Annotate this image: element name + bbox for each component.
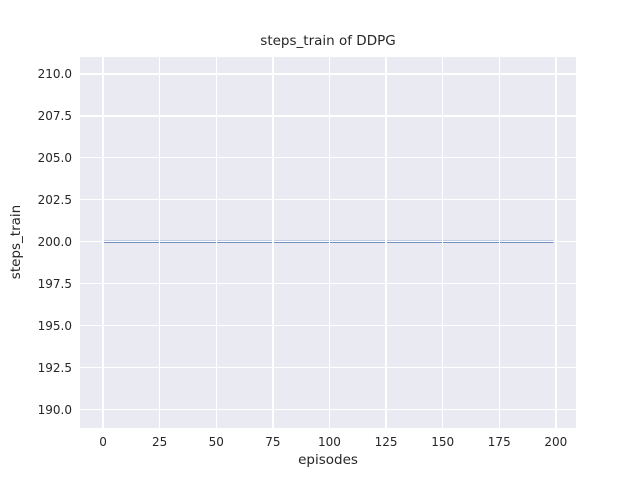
- x-axis-label: episodes: [298, 452, 358, 468]
- x-tick-label: 50: [208, 435, 224, 449]
- vertical-gridline: [272, 57, 274, 428]
- y-tick-label: 210.0: [37, 66, 72, 81]
- horizontal-gridline: [80, 324, 576, 327]
- y-tick-label: 190.0: [37, 402, 72, 417]
- chart-title: steps_train of DDPG: [260, 33, 396, 49]
- horizontal-gridline: [80, 408, 576, 411]
- horizontal-gridline: [80, 198, 576, 201]
- y-tick-label: 202.5: [37, 192, 72, 207]
- y-tick-label: 192.5: [37, 360, 72, 375]
- x-tick-label: 125: [374, 435, 398, 449]
- vertical-gridline: [441, 57, 444, 428]
- vertical-gridline: [498, 57, 500, 428]
- y-tick-label: 200.0: [37, 234, 72, 249]
- horizontal-gridline: [80, 366, 576, 369]
- horizontal-gridline: [80, 282, 576, 285]
- x-tick-label: 0: [99, 435, 107, 449]
- horizontal-gridline: [80, 115, 576, 117]
- plot-area: [80, 57, 576, 428]
- x-tick-label: 175: [487, 435, 511, 449]
- vertical-gridline: [328, 57, 331, 428]
- y-tick-label: 205.0: [37, 150, 72, 165]
- vertical-gridline: [215, 57, 218, 428]
- vertical-gridline: [158, 57, 161, 428]
- horizontal-gridline: [80, 156, 576, 159]
- x-tick-label: 100: [318, 435, 341, 449]
- y-tick-label: 195.0: [37, 318, 72, 333]
- y-tick-label: 207.5: [37, 108, 72, 123]
- vertical-gridline: [385, 57, 387, 428]
- horizontal-gridline: [80, 240, 576, 243]
- y-tick-label: 197.5: [37, 276, 72, 291]
- horizontal-gridline: [80, 73, 576, 75]
- x-tick-label: 150: [431, 435, 455, 449]
- x-tick-label: 25: [152, 435, 168, 449]
- x-tick-label: 200: [544, 435, 568, 449]
- vertical-gridline: [102, 57, 104, 428]
- vertical-gridline: [555, 57, 557, 428]
- x-tick-label: 75: [265, 435, 281, 449]
